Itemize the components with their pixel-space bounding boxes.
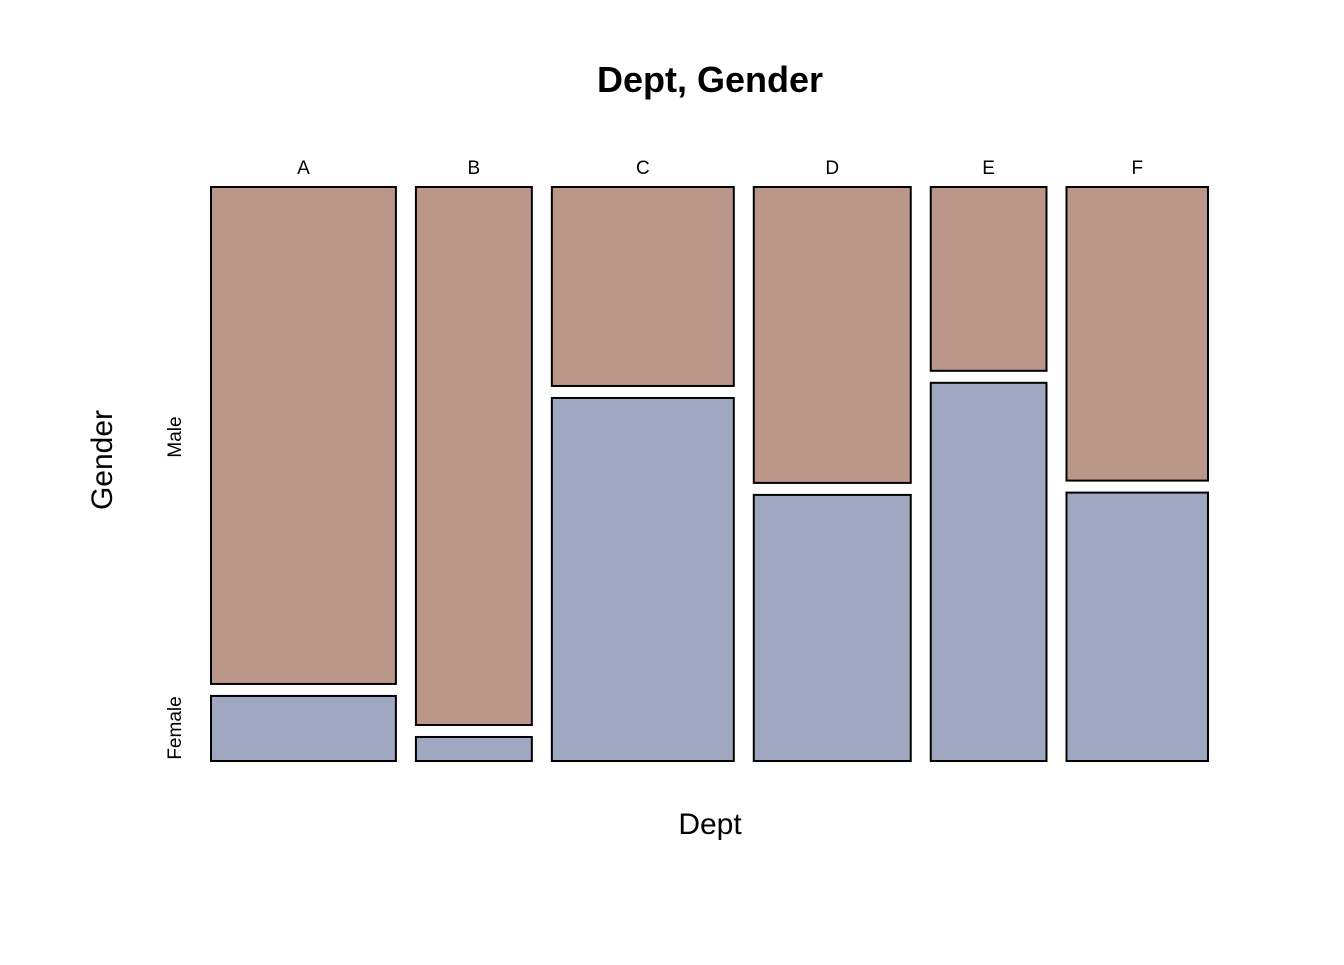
tile-c-male <box>550 186 735 387</box>
mosaic-tiles <box>210 186 1210 763</box>
tile-b-female <box>414 735 533 763</box>
gender-labels: Male Female <box>165 416 186 759</box>
dept-label-b: B <box>468 158 481 179</box>
tile-c-female <box>550 396 735 762</box>
y-axis-title: Gender <box>86 410 119 510</box>
dept-label-a: A <box>297 158 310 179</box>
tile-e-male <box>929 186 1048 372</box>
chart-title: Dept, Gender <box>597 59 823 100</box>
gender-label-male: Male <box>165 416 186 457</box>
tile-f-female <box>1065 491 1210 762</box>
tile-d-female <box>752 493 912 762</box>
dept-label-d: D <box>825 158 839 179</box>
tile-a-female <box>210 694 397 762</box>
tile-f-male <box>1065 186 1210 482</box>
dept-labels: A B C D E F <box>297 158 1143 179</box>
tile-e-female <box>929 381 1048 762</box>
dept-label-c: C <box>636 158 650 179</box>
tile-b-male <box>414 186 533 726</box>
gender-label-female: Female <box>165 696 186 759</box>
tile-d-male <box>752 186 912 484</box>
dept-label-e: E <box>982 158 995 179</box>
x-axis-title: Dept <box>678 808 742 841</box>
dept-label-f: F <box>1131 158 1143 179</box>
tile-a-male <box>210 186 397 685</box>
